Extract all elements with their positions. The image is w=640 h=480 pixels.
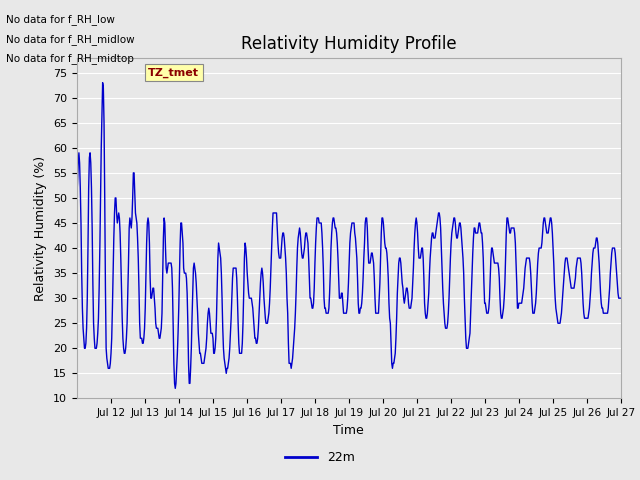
Text: No data for f_RH_midtop: No data for f_RH_midtop (6, 53, 134, 64)
X-axis label: Time: Time (333, 424, 364, 437)
Text: No data for f_RH_midlow: No data for f_RH_midlow (6, 34, 135, 45)
Legend: 22m: 22m (280, 446, 360, 469)
Title: Relativity Humidity Profile: Relativity Humidity Profile (241, 35, 456, 53)
Y-axis label: Relativity Humidity (%): Relativity Humidity (%) (35, 156, 47, 300)
Text: No data for f_RH_low: No data for f_RH_low (6, 14, 115, 25)
Text: TZ_tmet: TZ_tmet (148, 68, 199, 78)
